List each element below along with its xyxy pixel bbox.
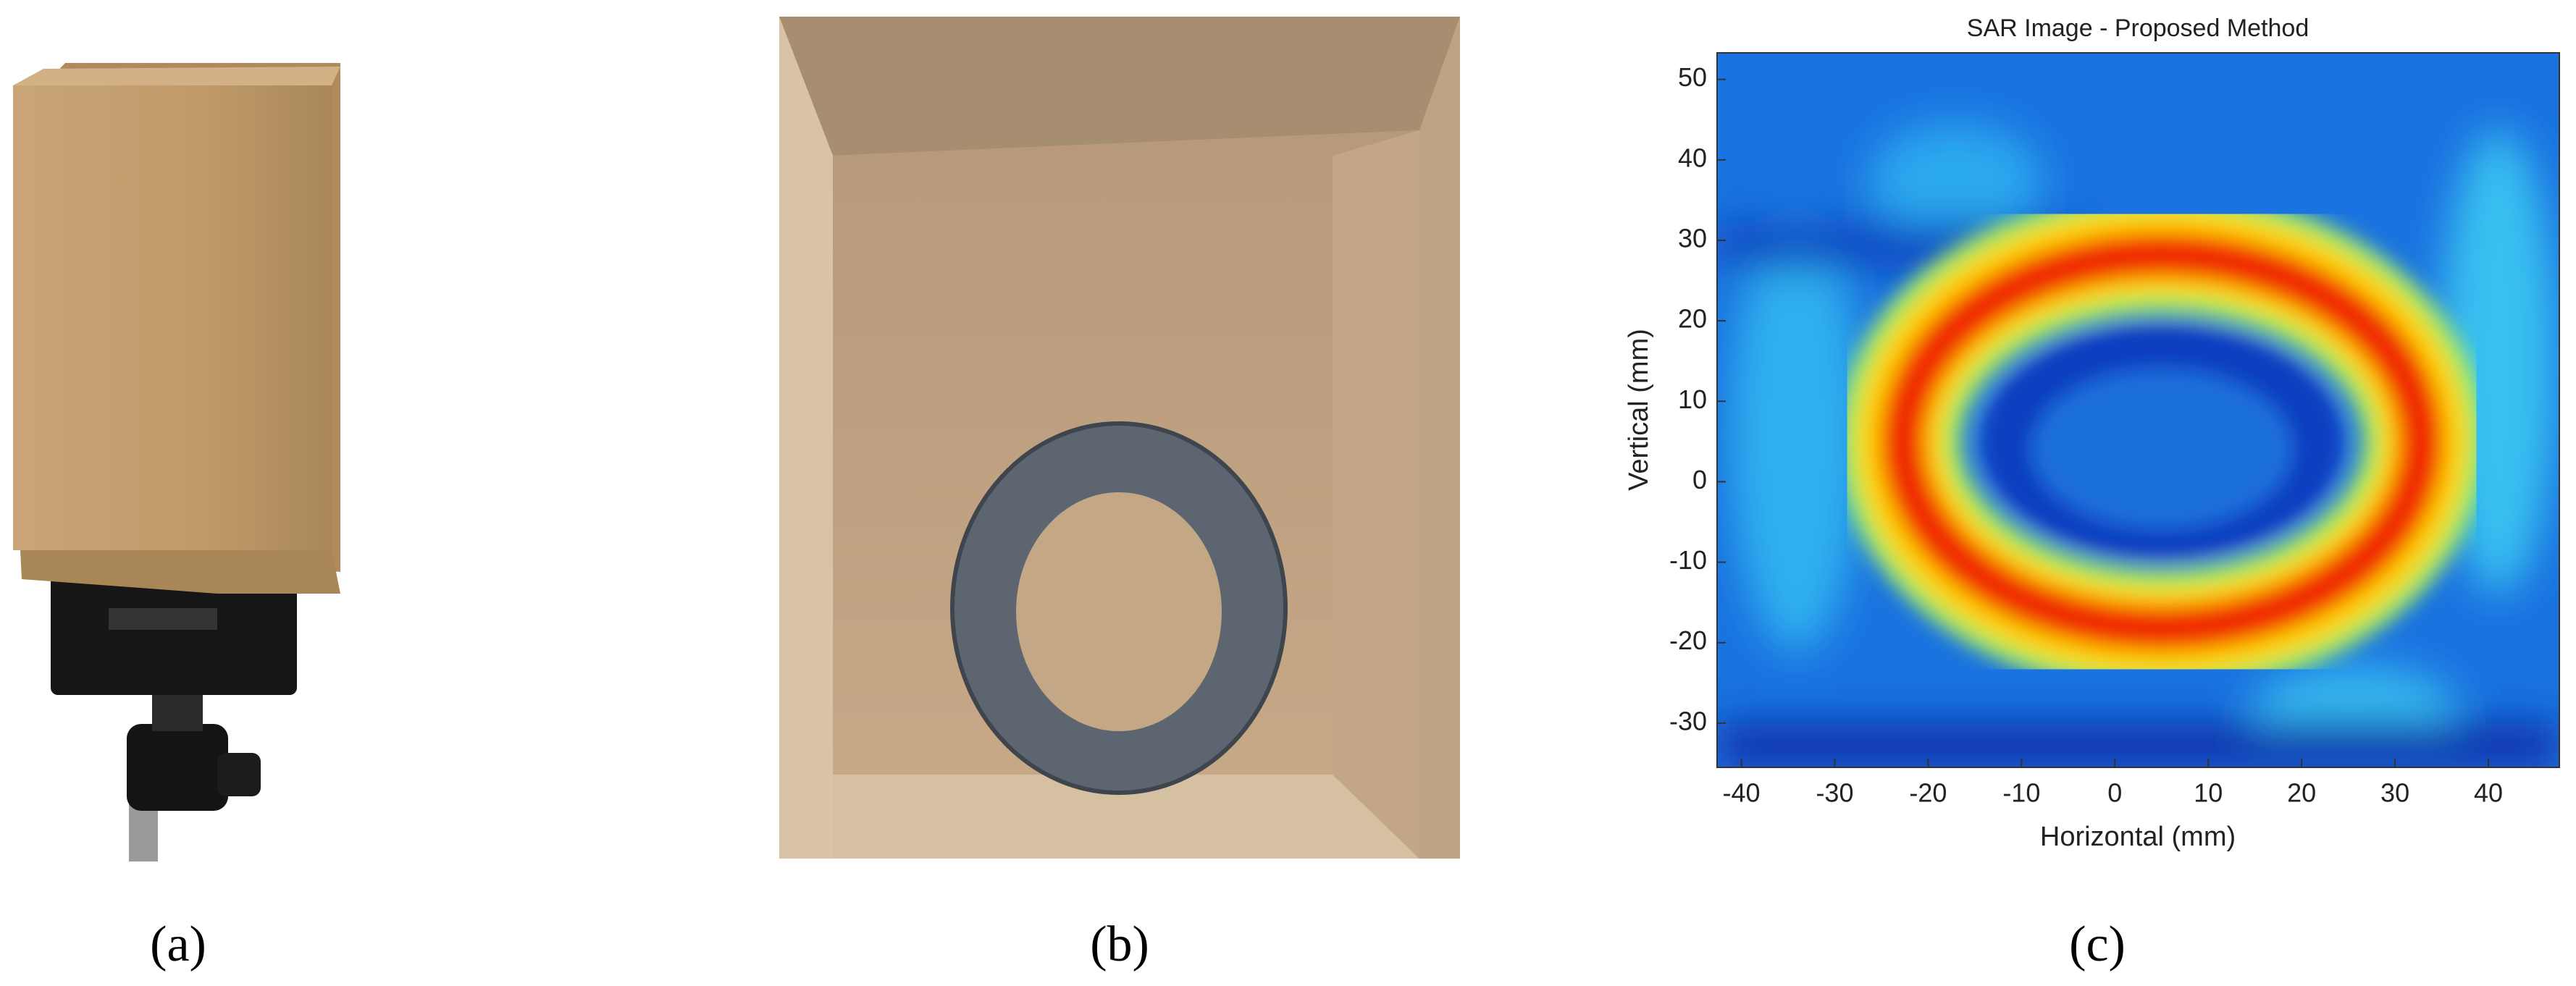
x-tick-label: -20 (1909, 778, 1947, 808)
panel-label: (a) (150, 917, 206, 972)
photo-sensor-box (13, 63, 340, 861)
y-tick-label: 0 (1692, 465, 1707, 494)
x-tick-label: 30 (2380, 778, 2409, 808)
panel-label: (b) (1090, 917, 1149, 972)
y-tick-label: 50 (1678, 62, 1707, 92)
y-tick-label: -10 (1669, 545, 1707, 575)
y-tick-label: 10 (1678, 384, 1707, 414)
x-axis-label: Horizontal (mm) (2040, 822, 2236, 852)
x-tick-label: 10 (2194, 778, 2223, 808)
sar-heatmap (1717, 53, 2559, 767)
x-tick-label: -10 (2002, 778, 2040, 808)
x-tick-label: 0 (2107, 778, 2122, 808)
photo-ring-target (779, 17, 1460, 859)
x-tick-label: -30 (1816, 778, 1853, 808)
y-tick-label: 30 (1678, 223, 1707, 253)
y-tick-label: 40 (1678, 143, 1707, 172)
x-tick-label: 20 (2287, 778, 2316, 808)
x-tick-label: 40 (2474, 778, 2503, 808)
y-axis-label: Vertical (mm) (1624, 329, 1654, 491)
y-tick-label: -20 (1669, 625, 1707, 655)
plot-title: SAR Image - Proposed Method (1967, 14, 2309, 42)
x-tick-label: -40 (1723, 778, 1761, 808)
y-tick-label: 20 (1678, 304, 1707, 334)
y-tick-label: -30 (1669, 706, 1707, 736)
panel-label: (c) (2069, 917, 2126, 972)
plot-frame (1716, 52, 2560, 768)
